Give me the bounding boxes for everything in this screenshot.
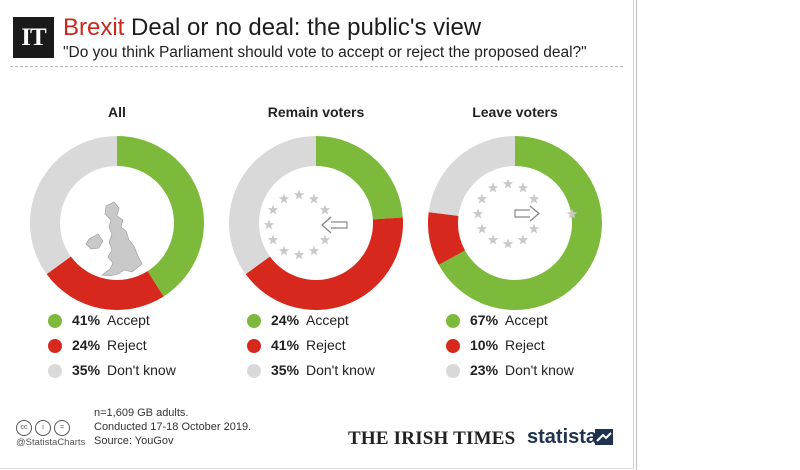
accept-dot [446,314,460,328]
by-icon: i [35,420,51,436]
eu-star-icon [528,223,540,234]
donut-chart-remain [229,136,404,310]
legend-label: Accept [306,312,349,328]
eu-star-icon [293,189,305,200]
eu-star-icon [319,234,331,245]
note-date: Conducted 17-18 October 2019. [94,421,252,433]
cc-icon: cc [16,420,32,436]
legend-label: Accept [107,312,150,328]
legend-label: Don't know [505,362,574,378]
donut-segment-accept [117,136,205,297]
legend-label: Accept [505,312,548,328]
panel-title: Remain voters [267,104,365,120]
donut-segment-reject [46,256,164,311]
eu-star-icon [293,249,305,260]
uk-map-icon [85,201,143,277]
legend-label: Reject [107,337,147,353]
legend-value: 35% [271,362,300,378]
statista-handle: @StatistaCharts [16,437,86,448]
departing-star-icon [566,208,578,219]
statista-wordmark: statista [527,426,598,448]
arrow-out-icon [514,205,540,222]
donut-segment-dont-know [428,136,515,216]
donut-segment-accept [316,136,403,220]
dont-know-dot [247,364,261,378]
note-source: Source: YouGov [94,435,174,447]
eu-stars-icon [472,178,578,249]
reject-dot [247,339,261,353]
dont-know-dot [446,364,460,378]
legend-value: 10% [470,337,499,353]
donut-segment-dont-know [30,136,118,275]
eu-star-icon [517,182,529,193]
donut-chart-leave [428,136,603,310]
donut-segment-reject [428,212,466,265]
legend-label: Reject [306,337,346,353]
eu-star-icon [319,204,331,215]
legend-label: Don't know [306,362,375,378]
eu-star-icon [308,245,320,256]
legend-value: 24% [72,337,101,353]
page-edge [636,0,637,470]
panel-all: All 41% Accept 24% Reject 35% Don't know [22,100,212,380]
eu-star-icon [472,208,484,219]
footer: cc i = @StatistaCharts n=1,609 GB adults. … [0,400,633,460]
legend-value: 35% [72,362,101,378]
eu-star-icon [476,193,488,204]
eu-star-icon [263,219,275,230]
dont-know-dot [48,364,62,378]
eu-star-icon [267,234,279,245]
irish-times-logo: IT [13,17,54,58]
chart-title: Brexit Deal or no deal: the public's vie… [63,14,481,42]
legend-label: Reject [505,337,545,353]
panel-title: Leave voters [472,104,558,120]
panel-title: All [108,104,126,120]
accept-dot [48,314,62,328]
panel-remain-voters: Remain voters 24% Accept 41% Reject 35% Don… [221,100,411,380]
donut-segment-reject [245,217,404,310]
license-icons: cc i = [16,416,73,436]
donut-chart-all [30,136,205,311]
eu-star-icon [487,182,499,193]
legend-value: 41% [271,337,300,353]
reject-dot [446,339,460,353]
legend-label: Don't know [107,362,176,378]
eu-star-icon [278,245,290,256]
eu-star-icon [308,193,320,204]
title-keyword: Brexit [63,14,125,41]
reject-dot [48,339,62,353]
arrow-in-icon [321,216,348,234]
note-sample: n=1,609 GB adults. [94,407,189,419]
legend-value: 67% [470,312,499,328]
equals-icon: = [54,420,70,436]
eu-star-icon [502,178,514,189]
legend-value: 23% [470,362,499,378]
infographic-card: IT Brexit Deal or no deal: the public's … [0,0,634,469]
header-divider [10,66,623,67]
title-rest: Deal or no deal: the public's view [131,14,482,41]
eu-star-icon [502,238,514,249]
eu-star-icon [476,223,488,234]
legend-value: 24% [271,312,300,328]
irish-times-wordmark: THE IRISH TIMES [348,428,516,449]
donut-segment-accept [438,136,603,310]
eu-star-icon [487,234,499,245]
panel-leave-voters: Leave voters 67% Accept 10% Reject 23% Don'… [420,100,610,380]
accept-dot [247,314,261,328]
chart-subtitle: "Do you think Parliament should vote to … [63,44,587,61]
eu-star-icon [278,193,290,204]
donut-segment-dont-know [229,136,316,275]
eu-star-icon [267,204,279,215]
source-note: n=1,609 GB adults. Conducted 17-18 Octob… [94,406,251,448]
statista-icon [595,429,613,445]
eu-star-icon [517,234,529,245]
legend-value: 41% [72,312,101,328]
eu-star-icon [528,193,540,204]
